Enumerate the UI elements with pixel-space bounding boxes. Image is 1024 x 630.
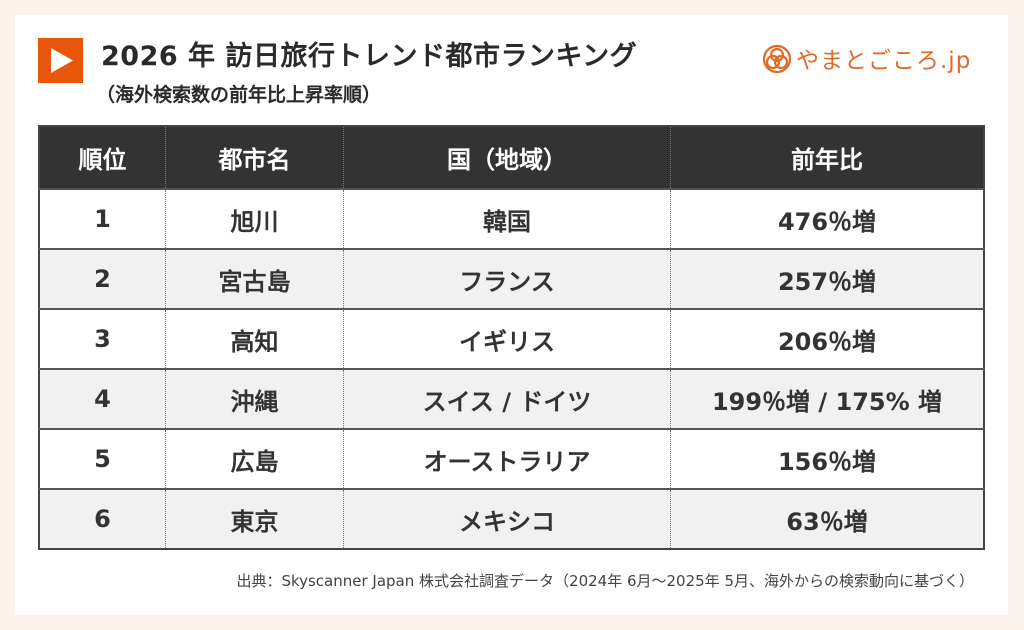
rank-cell: 3 xyxy=(39,308,166,369)
city-cell: 高知 xyxy=(165,308,344,369)
rank-cell: 6 xyxy=(39,488,166,549)
table-row: 6 東京 メキシコ 63％増 xyxy=(39,488,984,549)
page-subtitle: （海外検索数の前年比上昇率順） xyxy=(96,84,382,106)
table-row: 5 広島 オーストラリア 156％増 xyxy=(39,428,984,489)
ranking-table: 順位 都市名 国（地域） 前年比 1 旭川 韓国 476％増 2 宮古島 フラン… xyxy=(38,125,985,550)
column-header-country: 国（地域） xyxy=(343,126,671,189)
yoy-cell: 476％増 xyxy=(670,188,984,249)
page-title: 2026 年 訪日旅行トレンド都市ランキング xyxy=(101,41,638,72)
column-header-yoy: 前年比 xyxy=(670,126,984,189)
rank-cell: 2 xyxy=(39,248,166,309)
table-row: 4 沖縄 スイス / ドイツ 199％増 / 175% 増 xyxy=(39,368,984,429)
city-cell: 広島 xyxy=(165,428,344,489)
table-header-row: 順位 都市名 国（地域） 前年比 xyxy=(39,126,984,189)
country-cell: メキシコ xyxy=(343,488,671,549)
table-row: 1 旭川 韓国 476％増 xyxy=(39,188,984,249)
column-header-rank: 順位 xyxy=(39,126,166,189)
country-cell: イギリス xyxy=(343,308,671,369)
play-icon xyxy=(38,38,83,83)
yoy-cell: 63％増 xyxy=(670,488,984,549)
knot-emblem-icon xyxy=(762,44,792,78)
rank-cell: 5 xyxy=(39,428,166,489)
country-cell: 韓国 xyxy=(343,188,671,249)
column-header-city: 都市名 xyxy=(165,126,344,189)
country-cell: フランス xyxy=(343,248,671,309)
rank-cell: 4 xyxy=(39,368,166,429)
logo-text: やまとごころ.jp xyxy=(796,48,972,74)
yoy-cell: 206％増 xyxy=(670,308,984,369)
yoy-cell: 156％増 xyxy=(670,428,984,489)
source-note: 出典：Skyscanner Japan 株式会社調査データ（2024年 6月〜2… xyxy=(236,572,974,590)
table-row: 3 高知 イギリス 206％増 xyxy=(39,308,984,369)
rank-cell: 1 xyxy=(39,188,166,249)
country-cell: オーストラリア xyxy=(343,428,671,489)
country-cell: スイス / ドイツ xyxy=(343,368,671,429)
city-cell: 沖縄 xyxy=(165,368,344,429)
brand-logo[interactable]: やまとごころ.jp xyxy=(762,44,971,78)
yoy-cell: 199％増 / 175% 増 xyxy=(670,368,984,429)
table-row: 2 宮古島 フランス 257％増 xyxy=(39,248,984,309)
city-cell: 宮古島 xyxy=(165,248,344,309)
city-cell: 東京 xyxy=(165,488,344,549)
city-cell: 旭川 xyxy=(165,188,344,249)
yoy-cell: 257％増 xyxy=(670,248,984,309)
